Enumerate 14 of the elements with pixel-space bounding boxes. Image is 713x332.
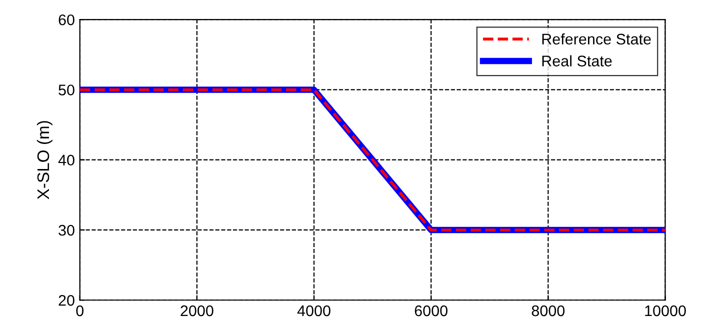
x-tick-label: 2000 <box>180 305 214 316</box>
y-tick-label: 30 <box>58 224 74 236</box>
x-tick-label: 0 <box>76 305 84 316</box>
y-tick-label: 60 <box>58 14 74 26</box>
y-tick-label: 40 <box>58 154 74 166</box>
x-tick-label: 8000 <box>532 305 565 316</box>
y-tick-label: 50 <box>58 84 74 96</box>
y-axis-title: X-SLO (m) <box>36 121 52 200</box>
x-tick-label: 4000 <box>297 305 330 316</box>
y-tick-label: 20 <box>58 294 74 306</box>
legend-label: Real State <box>542 55 612 66</box>
legend-label: Reference State <box>542 33 651 45</box>
x-tick-label: 6000 <box>414 305 448 316</box>
x-tick-label: 10000 <box>645 305 686 316</box>
